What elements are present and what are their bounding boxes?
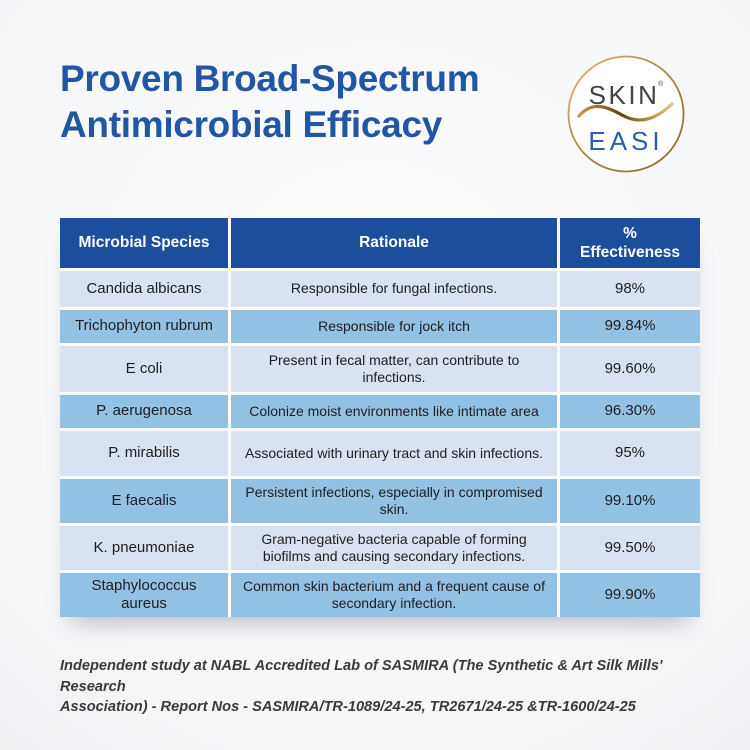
species-cell: P. aerugenosa [60,395,228,428]
effectiveness-cell: 96.30% [560,395,700,428]
rationale-cell: Associated with urinary tract and skin i… [231,431,557,476]
page-title: Proven Broad-Spectrum Antimicrobial Effi… [60,56,480,149]
logo-text-easi: EASI [588,126,663,156]
col-header-effectiveness: % Effectiveness [560,218,700,268]
effectiveness-cell: 95% [560,431,700,476]
rationale-cell: Common skin bacterium and a frequent cau… [231,573,557,617]
rationale-cell: Gram-negative bacteria capable of formin… [231,526,557,570]
species-cell: P. mirabilis [60,431,228,476]
rationale-cell: Persistent infections, especially in com… [231,479,557,523]
species-cell: E faecalis [60,479,228,523]
species-cell: K. pneumoniae [60,526,228,570]
rationale-cell: Colonize moist environments like intimat… [231,395,557,428]
page-title-line-2: Antimicrobial Efficacy [60,104,443,146]
species-cell: Candida albicans [60,271,228,307]
col-header-effectiveness-pct: % [623,224,637,242]
study-footnote-line-2: Association) - Report Nos - SASMIRA/TR-1… [60,699,636,716]
effectiveness-cell: 99.50% [560,526,700,570]
col-header-microbial-species: Microbial Species [60,218,228,268]
skineasi-logo: SKIN ® EASI [566,54,686,174]
rationale-cell: Responsible for fungal infections. [231,271,557,307]
effectiveness-cell: 99.90% [560,573,700,617]
col-header-effectiveness-label: Effectiveness [580,244,680,261]
col-header-rationale: Rationale [231,218,557,268]
page-title-line-1: Proven Broad-Spectrum [60,58,480,99]
rationale-cell: Present in fecal matter, can contribute … [231,346,557,392]
effectiveness-cell: 99.60% [560,346,700,392]
logo-wave-icon [577,102,674,122]
effectiveness-cell: 98% [560,271,700,307]
logo-registered-mark: ® [658,80,664,88]
study-footnote-line-1: Independent study at NABL Accredited Lab… [60,658,663,695]
effectiveness-cell: 99.10% [560,479,700,523]
logo-circle [567,55,685,173]
species-cell: E coli [60,346,228,392]
skineasi-logo-icon: SKIN ® EASI [567,55,685,173]
effectiveness-cell: 99.84% [560,310,700,343]
species-cell: Trichophyton rubrum [60,310,228,343]
species-cell: Staphylococcus aureus [60,573,228,617]
study-footnote: Independent study at NABL Accredited Lab… [60,656,708,718]
efficacy-table: Microbial Species Rationale % Effectiven… [60,218,700,617]
rationale-cell: Responsible for jock itch [231,310,557,343]
